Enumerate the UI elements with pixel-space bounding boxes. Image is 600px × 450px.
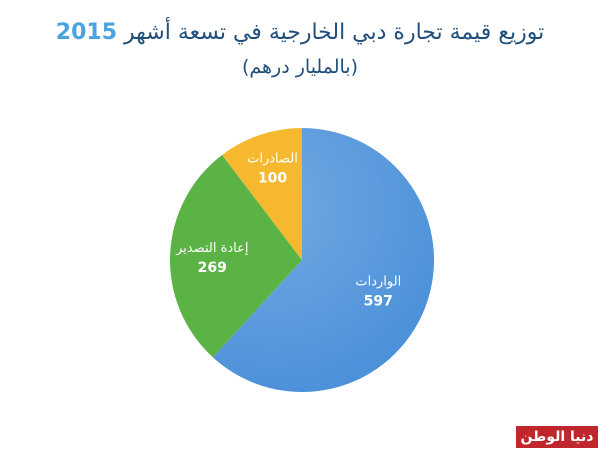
pie-slice-1 xyxy=(170,154,302,358)
chart-title: توزيع قيمة تجارة دبي الخارجية في تسعة أش… xyxy=(0,18,600,48)
chart-title-text: توزيع قيمة تجارة دبي الخارجية في تسعة أش… xyxy=(124,20,545,45)
chart-title-year: 2015 xyxy=(55,20,117,45)
pie-slice-label-1: إعادة التصدير xyxy=(175,241,248,256)
pie-slice-value-2: 100 xyxy=(258,170,287,186)
pie-slice-2 xyxy=(222,128,302,260)
pie-slice-value-1: 269 xyxy=(198,260,227,276)
pie-slice-value-0: 597 xyxy=(364,294,393,310)
pie-slice-label-0: الواردات xyxy=(355,275,401,290)
pie-slice-label-2: الصادرات xyxy=(247,151,298,166)
chart-subtitle: (بالمليار درهم) xyxy=(241,56,358,78)
brand-logo: دنيا الوطن xyxy=(516,426,598,448)
